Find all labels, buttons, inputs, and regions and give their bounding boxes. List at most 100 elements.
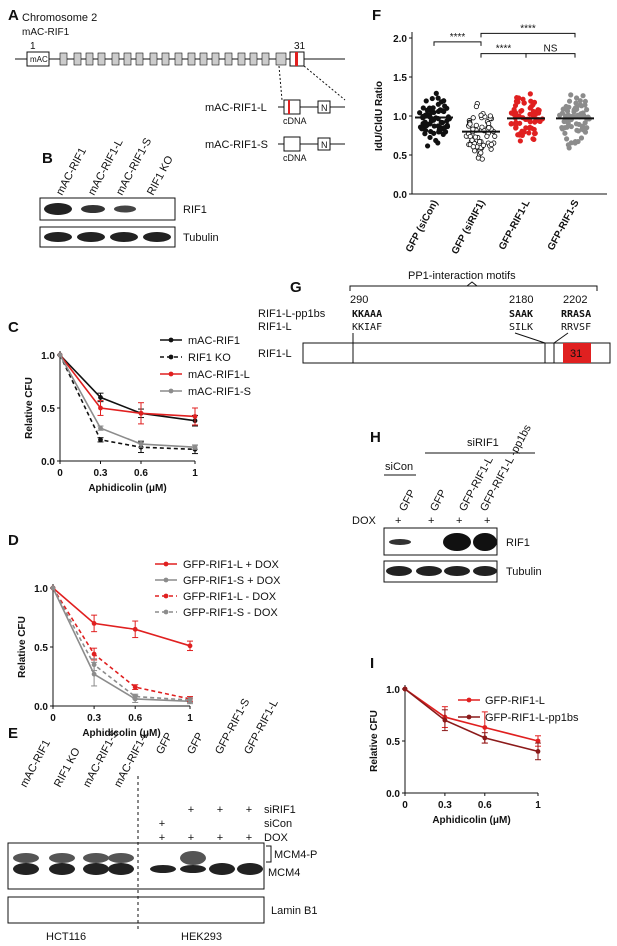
data-point (486, 125, 492, 131)
data-point (566, 98, 573, 104)
data-point (192, 414, 198, 419)
data-point (482, 735, 488, 741)
legend-marker (168, 388, 174, 394)
legend-marker (466, 697, 472, 703)
y-axis-label: Relative CFU (24, 377, 35, 439)
exon-box (85, 52, 94, 66)
data-point (472, 134, 479, 140)
y-axis-label: Relative CFU (17, 616, 28, 678)
x-axis-label: Aphidicolin (μM) (82, 728, 160, 739)
legend-i-item: GFP-RIF1-L (485, 695, 545, 707)
series-line (404, 688, 539, 742)
h-band (416, 566, 442, 576)
chart-c: 0 0.3 0.6 1 0.0 0.5 1.0 Aphidicolin (μM) Relativ… (24, 351, 198, 494)
data-point (467, 121, 473, 127)
data-point (568, 123, 574, 130)
g-motif-pp1bs-2: SAAK (509, 309, 533, 320)
band (49, 853, 75, 863)
legend-i: GFP-RIF1-L GFP-RIF1-L-pp1bs (458, 695, 579, 724)
series-line (52, 587, 191, 701)
data-point (531, 112, 537, 118)
b-band (110, 232, 138, 242)
x-tick-label: 0.3 (94, 468, 108, 479)
data-point (582, 120, 588, 126)
exon-boxes (59, 52, 287, 66)
band (180, 851, 206, 865)
data-point (527, 91, 533, 97)
data-point (57, 352, 63, 358)
data-point (132, 626, 138, 632)
exon-last-number: 31 (294, 41, 306, 52)
data-point (528, 125, 535, 131)
data-point (98, 425, 103, 431)
data-point (433, 90, 439, 96)
h-group-sicon: siCon (385, 461, 413, 473)
panel-label-h: H (370, 429, 381, 446)
band (13, 863, 39, 875)
g-motif-wt-1: KKIAF (352, 322, 382, 333)
g-row2-label: RIF1-L (258, 321, 292, 333)
mac-label: mAC (30, 55, 48, 64)
data-point (566, 145, 572, 151)
exon-first-number: 1 (30, 41, 36, 52)
legend-d-item: GFP-RIF1-L + DOX (183, 559, 280, 571)
x-tick-label: 0.6 (128, 713, 142, 724)
data-point (568, 140, 574, 146)
exon-box (149, 52, 158, 66)
data-point (487, 113, 493, 119)
data-point (192, 444, 198, 450)
data-point (580, 110, 586, 116)
chart-f: 0.0 0.5 1.0 1.5 2.0 IdU/CldU Ratio GFP (siCon)… (374, 23, 607, 256)
g-exon31-label: 31 (570, 348, 582, 360)
exon-box (187, 52, 196, 66)
panel-label-d: D (8, 532, 19, 549)
data-point (527, 119, 533, 125)
h-dox-mark-1: + (395, 515, 401, 527)
data-point (580, 93, 586, 99)
band (49, 863, 75, 875)
data-point (442, 103, 448, 109)
y-tick-label: 1.0 (386, 685, 400, 696)
x-tick-label: 0.6 (134, 468, 148, 479)
b-band (77, 232, 105, 242)
data-point (572, 139, 578, 145)
g-motif-wt-3: RRVSF (561, 322, 591, 333)
g-motif-pp1bs-1: KKAAA (352, 309, 382, 320)
treatment-label: siRIF1 (264, 804, 296, 816)
data-point (470, 115, 476, 121)
b-band (81, 205, 105, 213)
y-axis-label: Relative CFU (369, 710, 380, 772)
data-point (132, 684, 138, 690)
construct-l-red-mark (288, 100, 290, 114)
data-point (478, 112, 484, 118)
g-exon31-box (563, 343, 591, 363)
y-tick-label: 0.0 (393, 190, 407, 201)
data-point (480, 142, 487, 148)
band (108, 853, 134, 863)
data-point (530, 136, 536, 142)
exon-box (135, 52, 144, 66)
band (83, 863, 109, 875)
exon-31-red-mark (295, 52, 298, 66)
y-tick-label: 1.0 (41, 351, 55, 362)
data-point (431, 123, 437, 129)
series-line (52, 587, 191, 647)
b-band (143, 232, 171, 242)
y-tick-label: 0.5 (393, 151, 407, 162)
x-tick-label: 1 (535, 800, 541, 811)
data-point (470, 144, 476, 150)
band (83, 853, 109, 863)
b-blot-rif1 (39, 197, 176, 221)
data-point (423, 98, 429, 104)
h-band (444, 566, 470, 576)
data-point (582, 98, 588, 105)
legend-marker (466, 714, 472, 720)
legend-marker (163, 593, 169, 599)
b-blot-tubulin (39, 226, 176, 248)
band (108, 863, 134, 875)
significance-label: **** (520, 23, 536, 34)
e-lane-6: GFP (185, 731, 206, 757)
legend-i-item: GFP-RIF1-L-pp1bs (485, 712, 579, 724)
construct-s-n-box (317, 137, 331, 151)
e-lane-1: mAC-RIF1 (18, 738, 53, 790)
